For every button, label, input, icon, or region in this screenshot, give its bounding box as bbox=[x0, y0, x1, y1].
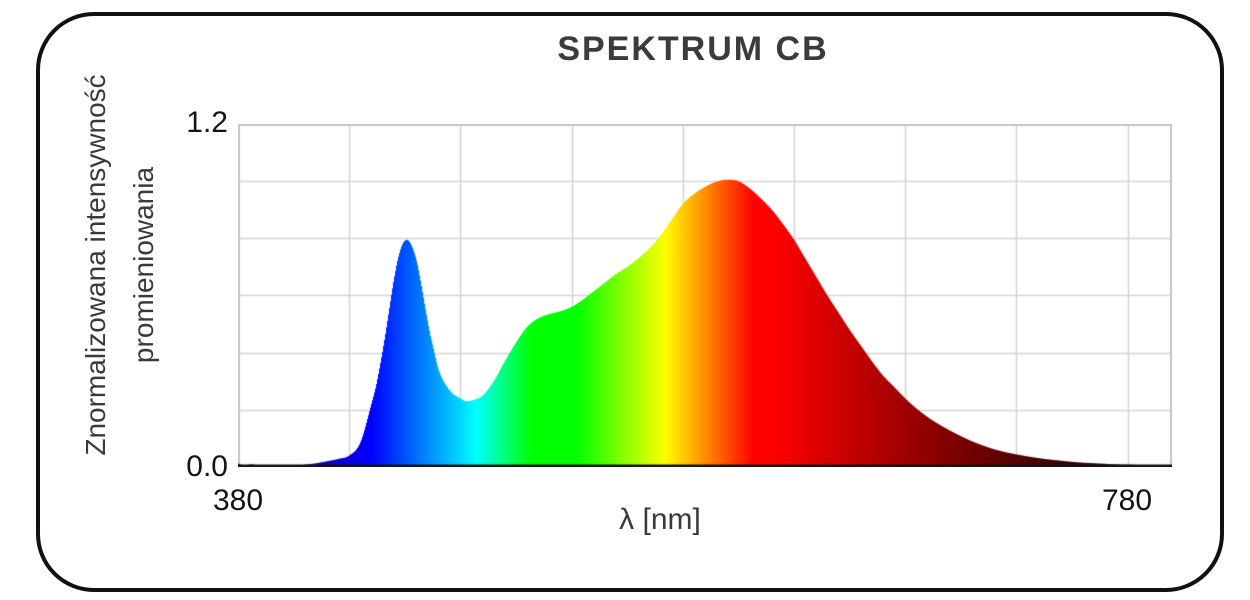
y-axis-label-line2: promieniowania bbox=[128, 166, 159, 364]
spectrum-plot bbox=[238, 124, 1172, 467]
y-tick-max: 1.2 bbox=[186, 106, 228, 139]
y-axis-label-line1: Znormalizowana intensywność bbox=[80, 74, 111, 456]
chart-title: SPEKTRUM CB bbox=[557, 30, 829, 68]
y-tick-min: 0.0 bbox=[186, 450, 228, 483]
card-frame bbox=[36, 12, 1224, 592]
plot-area bbox=[238, 124, 1172, 467]
x-tick-780: 780 bbox=[1101, 484, 1153, 517]
x-tick-380: 380 bbox=[212, 484, 264, 517]
x-axis-label: λ [nm] bbox=[619, 503, 701, 536]
